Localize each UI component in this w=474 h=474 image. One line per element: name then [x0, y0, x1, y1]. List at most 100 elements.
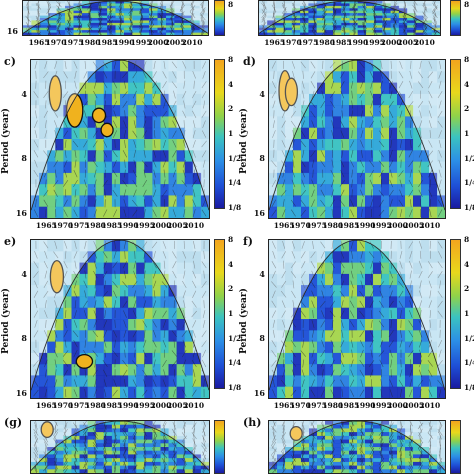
phase-arrow: [132, 130, 138, 138]
heatmap-cell: [136, 127, 145, 140]
heatmap-cell: [423, 30, 433, 34]
heatmap-cell: [182, 22, 192, 26]
phase-arrow: [371, 149, 373, 158]
heatmap-cell: [111, 139, 121, 151]
heatmap-cell: [317, 60, 326, 72]
phase-arrow: [412, 23, 417, 32]
phase-arrow: [437, 90, 443, 99]
phase-arrow: [351, 80, 354, 89]
heatmap-cell: [309, 184, 318, 196]
heatmap-cell: [389, 206, 398, 218]
heatmap-cell: [357, 8, 367, 12]
heatmap-cell: [429, 375, 438, 388]
heatmap-cell: [73, 1, 83, 4]
phase-arrow: [169, 4, 175, 12]
heatmap-cell: [317, 439, 326, 444]
heatmap-cell: [132, 30, 142, 34]
phase-arrow: [281, 209, 286, 217]
heatmap-cell: [95, 296, 105, 309]
heatmap-cell: [87, 428, 97, 433]
phase-arrow: [320, 251, 325, 259]
phase-arrow: [163, 300, 166, 309]
heatmap-cell: [381, 296, 390, 309]
phase-arrow: [389, 454, 394, 463]
heatmap-cell: [128, 285, 137, 297]
heatmap-cell: [333, 8, 342, 12]
heatmap-cell: [55, 424, 64, 429]
heatmap-cell: [111, 443, 121, 448]
phase-arrow: [303, 1, 307, 6]
heatmap-cell: [316, 15, 326, 19]
heatmap-cell: [283, 32, 293, 35]
heatmap-cell: [341, 15, 351, 19]
phase-arrow: [310, 421, 315, 427]
heatmap-cell: [285, 251, 294, 264]
phase-arrow: [129, 2, 133, 11]
heatmap-cell: [160, 469, 170, 473]
heatmap-cell: [291, 32, 301, 35]
x-tick-label: 1990: [113, 38, 135, 47]
phase-arrow: [428, 461, 432, 469]
heatmap-cell: [176, 432, 186, 437]
heatmap-cell: [365, 352, 374, 365]
heatmap-cell: [176, 60, 186, 72]
heatmap-cell: [56, 27, 66, 31]
phase-arrow: [118, 13, 123, 21]
phase-arrow: [93, 90, 98, 99]
phase-arrow: [362, 9, 367, 17]
phase-arrow: [201, 359, 207, 368]
heatmap-cell: [136, 195, 145, 208]
phase-arrow: [390, 169, 393, 178]
heatmap-cell: [382, 27, 392, 31]
heatmap-cell: [31, 240, 40, 252]
phase-arrow: [300, 199, 306, 207]
phase-arrow: [271, 241, 276, 249]
phase-arrow: [83, 467, 88, 473]
heatmap-cell: [98, 27, 108, 31]
phase-arrow: [54, 319, 57, 328]
heatmap-cell: [199, 32, 208, 35]
heatmap-cell: [55, 251, 64, 264]
heatmap-cell: [285, 435, 294, 441]
x-tick-label: 1985: [96, 38, 118, 47]
heatmap-cell: [437, 364, 445, 376]
phase-arrow: [438, 80, 442, 89]
phase-arrow: [341, 110, 344, 119]
heatmap-cell: [259, 32, 268, 35]
phase-arrow: [291, 209, 296, 217]
heatmap-cell: [357, 60, 366, 72]
phase-arrow: [88, 29, 91, 35]
heatmap-cell: [199, 3, 208, 7]
heatmap-cell: [176, 421, 186, 426]
phase-arrow: [389, 80, 393, 89]
cone-shade: [31, 60, 209, 211]
phase-arrow: [73, 169, 78, 178]
phase-arrow: [399, 464, 403, 472]
heatmap-cell: [48, 25, 58, 29]
heatmap-cell: [429, 150, 438, 163]
heatmap-cell: [317, 341, 326, 354]
heatmap-cell: [128, 273, 137, 286]
colorbar: [450, 59, 461, 209]
phase-arrow: [64, 250, 67, 259]
heatmap-cell: [429, 139, 438, 151]
phase-arrow: [201, 209, 207, 217]
heatmap-cell: [421, 421, 430, 426]
cone-shade: [269, 60, 445, 211]
heatmap-cell: [182, 20, 192, 24]
heatmap-cell: [199, 5, 208, 9]
heatmap-cell: [63, 127, 73, 140]
heatmap-cell: [63, 375, 73, 388]
heatmap-cell: [160, 443, 170, 448]
phase-arrow: [92, 461, 99, 469]
phase-arrow: [172, 310, 177, 318]
phase-arrow: [428, 280, 432, 289]
heatmap-cell: [267, 30, 276, 34]
x-tick-label: 2010: [181, 38, 203, 47]
phase-arrow: [152, 422, 158, 430]
phase-arrow: [370, 369, 374, 378]
heatmap-cell: [31, 172, 40, 185]
heatmap-cell: [95, 172, 105, 185]
phase-arrow: [139, 11, 144, 19]
heatmap-cell: [429, 127, 438, 140]
